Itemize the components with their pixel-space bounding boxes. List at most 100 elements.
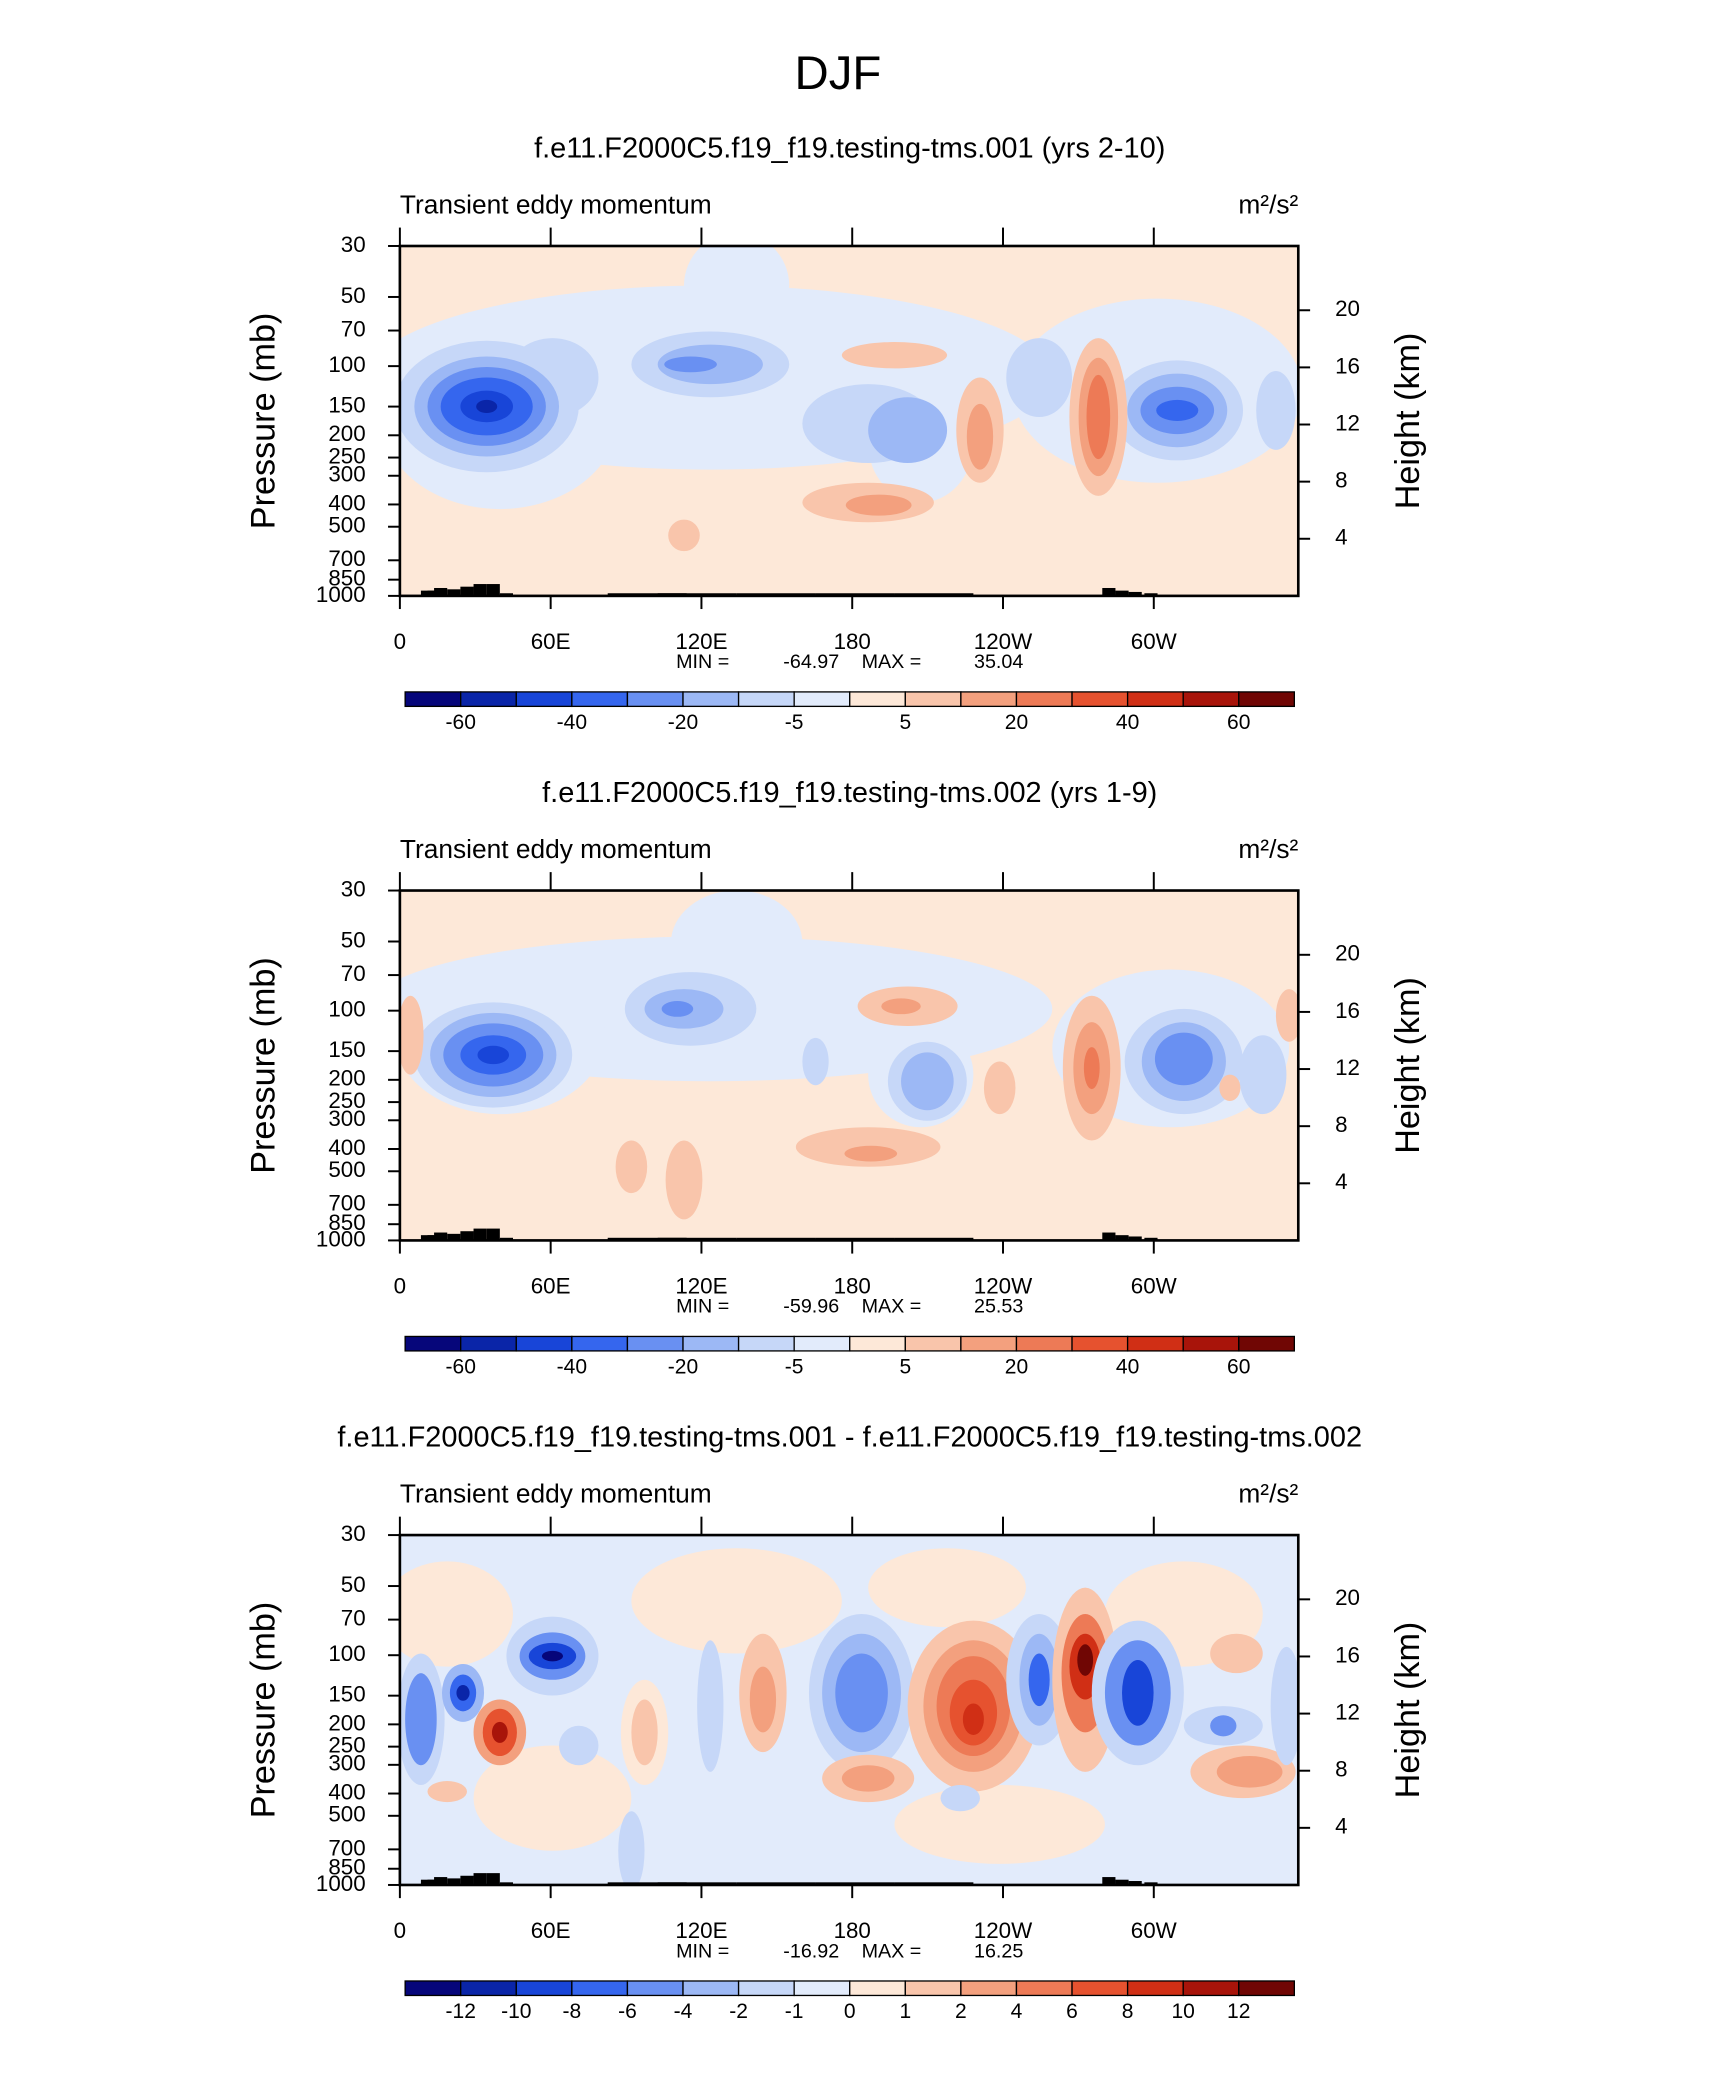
contour-field	[399, 1535, 1299, 1885]
y-tick-label: 1000	[316, 582, 366, 607]
x-tick-label: 60E	[531, 629, 571, 654]
terrain	[473, 1873, 487, 1885]
colorbar-label: -20	[668, 711, 698, 734]
terrain	[473, 584, 487, 596]
y-tick-label: 30	[341, 1521, 366, 1546]
colorbar-label: -2	[729, 2000, 748, 2023]
colorbar-box	[571, 1980, 629, 1997]
colorbar-box	[1126, 1980, 1184, 1997]
y-tick-label: 700	[328, 546, 365, 571]
contour-region	[1270, 1646, 1299, 1766]
contour-region	[835, 1653, 888, 1733]
terrain	[434, 587, 448, 596]
y-tick-label: 50	[341, 283, 366, 308]
colorbar-box	[682, 691, 740, 708]
contour-region	[1086, 374, 1111, 460]
colorbar-box	[1015, 1335, 1073, 1352]
colorbar-box	[1126, 1335, 1184, 1352]
colorbar-box	[904, 1980, 962, 1997]
y2-tick-label: 20	[1335, 296, 1360, 321]
y-tick-label: 850	[328, 1210, 365, 1235]
contour-region	[684, 245, 790, 339]
colorbar-label: -5	[785, 711, 804, 734]
y-tick-label: 400	[328, 1135, 365, 1160]
y-tick-label: 30	[341, 876, 366, 901]
y-tick-label: 150	[328, 1682, 365, 1707]
contour-region	[983, 1061, 1016, 1115]
terrain	[1144, 593, 1158, 596]
colorbar-label: -10	[501, 2000, 531, 2023]
contour-region	[1083, 1047, 1100, 1090]
contour-region	[881, 998, 921, 1015]
colorbar-box	[626, 1980, 684, 1997]
contour-region	[456, 1685, 470, 1701]
contour-region	[1219, 1074, 1241, 1101]
terrain	[1102, 1877, 1116, 1885]
terrain	[460, 586, 474, 596]
colorbar-label: -40	[557, 711, 587, 734]
colorbar-box	[960, 1335, 1018, 1352]
colorbar-box	[515, 691, 573, 708]
contour-region	[399, 1561, 513, 1667]
colorbar-box	[404, 1980, 462, 1997]
colorbar-box	[737, 691, 795, 708]
colorbar-box	[793, 1980, 851, 1997]
y-tick-label: 200	[328, 1066, 365, 1091]
terrain	[499, 593, 513, 596]
contour-region	[399, 995, 424, 1075]
colorbar-box	[626, 691, 684, 708]
contour-region	[894, 1784, 1105, 1864]
contour-fills	[399, 890, 1299, 1241]
y2-tick-label: 12	[1335, 410, 1360, 435]
y-tick-label: 250	[328, 443, 365, 468]
colorbar-label: 6	[1066, 2000, 1078, 2023]
colorbar-label: 12	[1227, 2000, 1250, 2023]
plot-frame	[398, 244, 1300, 598]
y-tick-label: 300	[328, 1751, 365, 1776]
colorbar-box	[904, 691, 962, 708]
min-value: -16.92	[783, 1940, 839, 1962]
terrain	[460, 1231, 474, 1241]
colorbar-box	[404, 691, 462, 708]
y2-tick-label: 8	[1335, 1112, 1347, 1137]
contour-region	[1154, 1032, 1213, 1086]
colorbar-label: -40	[557, 1356, 587, 1379]
terrain	[447, 1233, 461, 1241]
subtitle-left: Transient eddy momentum	[400, 1479, 712, 1509]
colorbar-box	[515, 1335, 573, 1352]
colorbar-label: 8	[1122, 2000, 1134, 2023]
colorbar-box	[904, 1335, 962, 1352]
y2-tick-label: 8	[1335, 1757, 1347, 1782]
y2-tick-label: 8	[1335, 468, 1347, 493]
x-tick-label: 120E	[675, 1274, 727, 1299]
terrain	[434, 1877, 448, 1885]
terrain	[486, 584, 500, 596]
terrain	[1115, 1235, 1129, 1241]
colorbar-box	[1071, 691, 1129, 708]
y2-axis-label: Height (km)	[1389, 977, 1427, 1154]
colorbar-label: 2	[955, 2000, 967, 2023]
colorbar-label: 60	[1227, 711, 1250, 734]
x-tick-label: 60W	[1131, 1274, 1178, 1299]
contour-region	[1028, 1653, 1050, 1707]
colorbar-label: -8	[563, 2000, 582, 2023]
colorbar-box	[1015, 691, 1073, 708]
contour-region	[473, 1745, 632, 1851]
terrain	[447, 589, 461, 596]
colorbar-label: 1	[899, 2000, 911, 2023]
colorbar-box	[571, 691, 629, 708]
y-tick-label: 100	[328, 997, 365, 1022]
contour-region	[405, 1673, 437, 1766]
y-tick-label: 150	[328, 1037, 365, 1062]
contour-region	[477, 1045, 510, 1065]
y2-tick-label: 16	[1335, 998, 1360, 1023]
contour-region	[1239, 1035, 1287, 1115]
contour-region	[541, 1650, 563, 1662]
colorbar-box	[1071, 1980, 1129, 1997]
contour-region	[559, 1725, 599, 1766]
contour-region	[1216, 1756, 1283, 1788]
colorbar-label: -60	[446, 1356, 476, 1379]
terrain	[1128, 591, 1142, 596]
min-label: MIN =	[676, 651, 729, 673]
